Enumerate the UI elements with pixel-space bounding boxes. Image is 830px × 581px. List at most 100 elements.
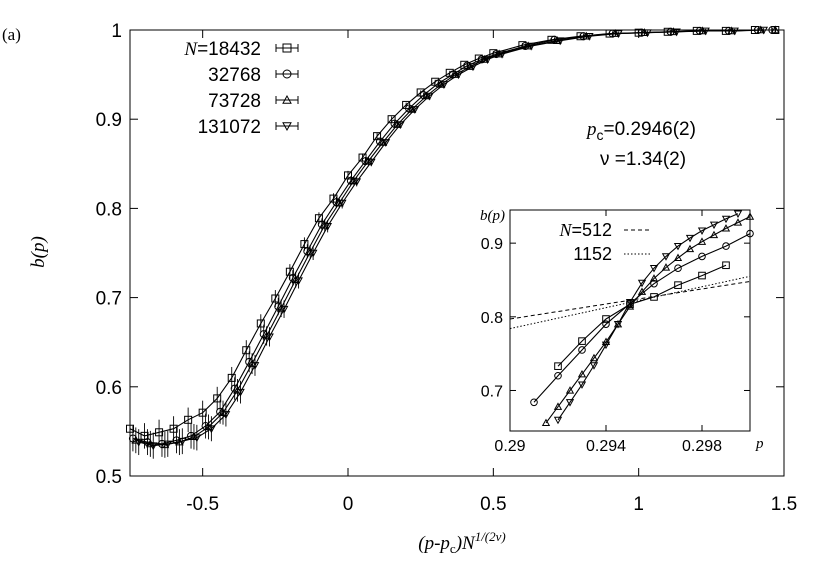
- inset-series-line: [533, 233, 751, 403]
- legend-entry: 131072: [198, 117, 299, 138]
- legend-marker: [282, 69, 292, 79]
- inset-data-point: [721, 215, 731, 224]
- data-point: [247, 359, 257, 367]
- inset-series-n-18432: [554, 261, 730, 370]
- main-frame: [129, 29, 785, 477]
- inset-series-line: [557, 213, 739, 421]
- inset-data-point: [661, 253, 671, 261]
- inset-data-point: [589, 353, 599, 362]
- inset-data-point: [661, 263, 671, 271]
- pc-value: =0.2946(2): [604, 119, 696, 140]
- legend-marker: [282, 43, 292, 53]
- data-point: [337, 199, 347, 208]
- data-point: [221, 411, 231, 419]
- y-axis-label: b(p): [28, 236, 49, 268]
- inset-data-point: [685, 234, 695, 243]
- inset-y-axis-label: b(p): [480, 208, 505, 224]
- inset-y-tick-label: 0.7: [481, 383, 503, 400]
- y-tick-label: 0.9: [96, 110, 122, 131]
- data-point: [294, 277, 303, 286]
- y-tick-label: 0.7: [96, 289, 122, 310]
- series-131072: [134, 26, 769, 459]
- inset-data-point: [673, 253, 683, 262]
- data-point: [213, 394, 222, 403]
- inset-data-point: [733, 218, 743, 226]
- data-point: [145, 439, 155, 448]
- inset-data-point: [602, 320, 610, 328]
- data-point: [207, 425, 216, 434]
- main-plot-area: 0.5 0.6 0.7 0.8 0.9 1 -0.5 0 0.5 1 1.5: [96, 21, 798, 515]
- data-point: [236, 388, 245, 397]
- inset-series-73728: [541, 212, 755, 427]
- inset-data-point: [673, 242, 683, 251]
- inset-data-point: [674, 281, 682, 289]
- data-point: [271, 294, 280, 303]
- inset-legend-label: N=512: [558, 220, 612, 240]
- inset-data-point: [649, 265, 659, 273]
- inset-background: [510, 210, 750, 431]
- nu-annotation: ν =1.34(2): [600, 149, 686, 170]
- data-point: [555, 37, 565, 46]
- parameter-annotations: pc=0.2946(2) ν =1.34(2): [585, 119, 696, 170]
- data-point: [468, 63, 478, 72]
- inset-x-tick-label: 0.29: [494, 438, 525, 455]
- data-point: [189, 432, 199, 441]
- data-point: [349, 176, 359, 185]
- inset-data-point: [553, 416, 563, 425]
- inset-data-point: [589, 362, 599, 370]
- inset-data-point: [554, 362, 562, 370]
- data-point: [523, 41, 533, 50]
- inset-data-point: [709, 230, 719, 239]
- legend: N=18432 32768 73728 131072: [183, 39, 299, 138]
- inset-data-point: [637, 287, 647, 295]
- inset-data-point: [697, 227, 707, 235]
- data-point: [323, 222, 333, 231]
- x-tick-label: 1.5: [771, 494, 797, 515]
- inset-x-tick-label: 0.298: [682, 438, 722, 455]
- inset-legend-entry: N=512: [558, 220, 650, 240]
- inset-legend: N=512 1152: [558, 220, 650, 264]
- data-point: [276, 303, 286, 312]
- legend-label: 131072: [198, 117, 261, 138]
- inset-data-point: [565, 399, 575, 407]
- inset-legend-label: 1152: [573, 244, 612, 264]
- inset-data-point: [578, 337, 586, 345]
- inset-data-point: [541, 418, 551, 427]
- inset-data-point: [698, 271, 706, 280]
- data-point: [233, 385, 242, 394]
- data-point: [395, 121, 405, 130]
- data-point: [300, 240, 309, 249]
- inset-data-point: [530, 398, 538, 407]
- data-point: [701, 27, 710, 36]
- inset-data-point: [649, 274, 659, 282]
- legend-entry: N=18432: [183, 39, 299, 60]
- legend-entry: 73728: [208, 91, 299, 112]
- nu-symbol: ν: [600, 149, 615, 170]
- data-point: [163, 440, 173, 449]
- data-point: [494, 49, 504, 58]
- pc-annotation: pc=0.2946(2): [585, 119, 696, 143]
- nu-value: =1.34(2): [615, 149, 686, 170]
- data-point: [308, 249, 318, 258]
- inset-data-point: [650, 293, 658, 301]
- y-tick-label: 0.6: [96, 378, 122, 399]
- legend-marker: [282, 94, 292, 104]
- inset-data-point: [613, 321, 623, 329]
- inset-x-axis-label: p: [755, 436, 764, 452]
- data-point: [192, 434, 202, 443]
- data-point: [363, 156, 373, 165]
- data-point: [184, 415, 193, 424]
- y-tick-label: 1: [111, 21, 122, 42]
- data-point: [320, 220, 330, 229]
- data-point: [265, 333, 274, 342]
- data-point: [378, 137, 388, 146]
- data-point: [177, 437, 187, 446]
- x-axis-label: (p-pc)N1/(2ν): [418, 529, 505, 556]
- inset-data-point: [697, 237, 707, 245]
- legend-label: 73728: [208, 91, 261, 112]
- main-chart: b(p) (p-pc)N1/(2ν) 0.50.60.70.80.91-0.5 0…: [28, 21, 797, 556]
- inset-data-point: [578, 346, 586, 354]
- data-point: [672, 28, 681, 37]
- data-point: [410, 106, 420, 114]
- inset-series-line: [557, 264, 727, 367]
